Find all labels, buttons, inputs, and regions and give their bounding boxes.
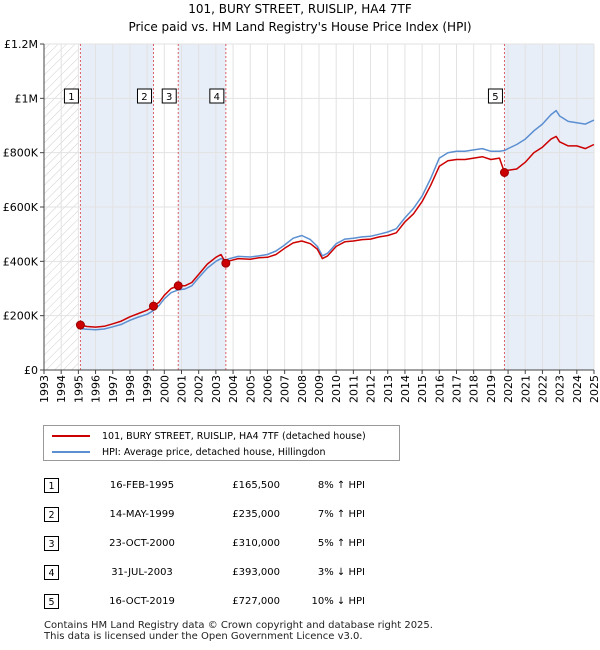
sale-point: [221, 258, 231, 268]
x-tick-label: 2025: [588, 375, 600, 403]
x-tick-label: 2023: [554, 375, 567, 403]
x-tick-label: 2016: [433, 375, 446, 403]
sale-number-label: 5: [492, 92, 498, 103]
x-tick-label: 2022: [536, 375, 549, 403]
legend-label-hpi: HPI: Average price, detached house, Hill…: [102, 446, 326, 458]
footer-line-1: Contains HM Land Registry data © Crown c…: [44, 620, 433, 631]
x-tick-label: 2015: [416, 375, 429, 403]
sale-date: 16-FEB-1995: [109, 480, 175, 491]
sales-table: 1 16-FEB-1995 £165,500 8% ↑ HPI 2 14-MAY…: [44, 471, 365, 616]
sale-number-label: 1: [68, 92, 74, 103]
y-tick-label: £1M: [15, 92, 39, 105]
x-tick-label: 1998: [124, 375, 137, 403]
x-tick-label: 2002: [193, 375, 206, 403]
x-tick-label: 1999: [141, 375, 154, 403]
y-tick-label: £800K: [3, 147, 39, 160]
x-tick-label: 2013: [382, 375, 395, 403]
legend-swatch-property: [52, 435, 90, 437]
x-tick-label: 2005: [244, 375, 257, 403]
sale-hpi-diff: 5% ↑ HPI: [317, 538, 365, 549]
x-tick-label: 2011: [347, 375, 360, 403]
sale-hpi-diff: 8% ↑ HPI: [317, 480, 365, 491]
legend: 101, BURY STREET, RUISLIP, HA4 7TF (deta…: [43, 425, 400, 461]
sale-hpi-diff: 3% ↓ HPI: [317, 567, 365, 578]
x-tick-label: 2021: [519, 375, 532, 403]
price-chart: 101, BURY STREET, RUISLIP, HA4 7TF Price…: [3, 2, 600, 403]
sale-number-box: [136, 88, 152, 104]
sale-number-label: 4: [214, 92, 220, 103]
legend-item-hpi: HPI: Average price, detached house, Hill…: [52, 445, 325, 459]
legend-swatch-hpi: [52, 451, 90, 453]
y-tick-label: £400K: [3, 255, 39, 268]
sale-date: 14-MAY-1999: [109, 509, 175, 520]
sale-hpi-diff: 7% ↑ HPI: [317, 509, 365, 520]
footer-credit: Contains HM Land Registry data © Crown c…: [44, 620, 433, 642]
x-tick-label: 2020: [502, 375, 515, 403]
x-tick-label: 1996: [90, 375, 103, 403]
sale-number-badge: 3: [44, 536, 59, 551]
x-tick-label: 1997: [107, 375, 120, 403]
sale-number-badge: 2: [44, 507, 59, 522]
x-tick-label: 1995: [72, 375, 85, 403]
sale-number-box: [161, 88, 177, 104]
x-tick-label: 2017: [451, 375, 464, 403]
x-tick-label: 2003: [210, 375, 223, 403]
x-tick-label: 1993: [38, 375, 51, 403]
x-tick-label: 2007: [279, 375, 292, 403]
sale-number-badge: 4: [44, 565, 59, 580]
sale-number-label: 2: [141, 92, 147, 103]
x-tick-label: 2008: [296, 375, 309, 403]
x-tick-label: 2004: [227, 375, 240, 403]
sale-number-box: [63, 88, 79, 104]
chart-title: 101, BURY STREET, RUISLIP, HA4 7TF: [188, 2, 412, 16]
footer-line-2: This data is licensed under the Open Gov…: [44, 631, 363, 642]
table-row: 2 14-MAY-1999 £235,000 7% ↑ HPI: [44, 500, 365, 529]
x-tick-label: 2012: [365, 375, 378, 403]
table-row: 1 16-FEB-1995 £165,500 8% ↑ HPI: [44, 471, 365, 500]
table-row: 3 23-OCT-2000 £310,000 5% ↑ HPI: [44, 529, 365, 558]
x-tick-label: 2010: [330, 375, 343, 403]
sale-date: 16-OCT-2019: [109, 596, 175, 607]
y-tick-label: £600K: [3, 201, 39, 214]
sale-price: £165,500: [232, 480, 280, 491]
y-tick-label: £200K: [3, 310, 39, 323]
x-tick-label: 2014: [399, 375, 412, 403]
x-tick-label: 2000: [158, 375, 171, 403]
x-tick-label: 2009: [313, 375, 326, 403]
x-tick-label: 1994: [55, 375, 68, 403]
sale-number-box: [487, 88, 503, 104]
sale-number-label: 3: [166, 92, 172, 103]
chart-subtitle: Price paid vs. HM Land Registry's House …: [128, 20, 471, 34]
legend-label-property: 101, BURY STREET, RUISLIP, HA4 7TF (deta…: [102, 430, 366, 442]
sale-price: £310,000: [232, 538, 280, 549]
x-tick-label: 2001: [176, 375, 189, 403]
sale-price: £393,000: [232, 567, 280, 578]
table-row: 4 31-JUL-2003 £393,000 3% ↓ HPI: [44, 558, 365, 587]
sale-number-badge: 1: [44, 478, 59, 493]
sale-hpi-diff: 10% ↓ HPI: [311, 596, 365, 607]
sale-number-badge: 5: [44, 594, 59, 609]
sale-date: 23-OCT-2000: [109, 538, 175, 549]
sale-date: 31-JUL-2003: [111, 567, 173, 578]
sale-price: £727,000: [232, 596, 280, 607]
sale-point: [173, 281, 183, 291]
sale-point: [499, 167, 509, 177]
x-tick-label: 2024: [571, 375, 584, 403]
y-tick-label: £0: [24, 364, 38, 377]
sale-price: £235,000: [232, 509, 280, 520]
table-row: 5 16-OCT-2019 £727,000 10% ↓ HPI: [44, 587, 365, 616]
sale-number-box: [209, 88, 225, 104]
series-line-hpi: [78, 109, 595, 331]
sale-point: [75, 320, 85, 330]
x-tick-label: 2019: [485, 375, 498, 403]
x-tick-label: 2006: [261, 375, 274, 403]
x-tick-label: 2018: [468, 375, 481, 403]
sale-point: [148, 301, 158, 311]
legend-item-property: 101, BURY STREET, RUISLIP, HA4 7TF (deta…: [52, 429, 366, 443]
y-tick-label: £1.2M: [4, 38, 38, 51]
